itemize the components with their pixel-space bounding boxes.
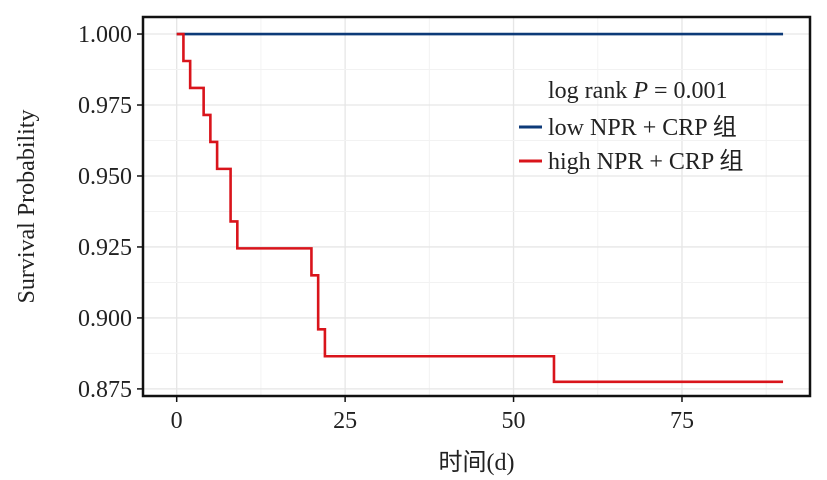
y-tick-label: 0.875 [78, 377, 132, 403]
legend-label-high: high NPR + CRP 组 [548, 148, 743, 175]
series-line-1 [176, 32, 784, 384]
x-tick-label: 75 [670, 408, 694, 434]
y-tick-label: 1.000 [78, 22, 132, 48]
plot-frame [141, 15, 812, 398]
y-axis-ticks: 0.875 0.900 0.925 0.950 0.975 1.000 [78, 22, 143, 403]
y-tick-label: 0.950 [78, 164, 132, 190]
annotation-p: P [632, 78, 648, 104]
x-tick-label: 0 [171, 408, 183, 434]
series-lines [176, 32, 784, 384]
y-tick-label: 0.925 [78, 235, 132, 261]
x-tick-label: 25 [333, 408, 357, 434]
y-tick-label: 0.975 [78, 93, 132, 119]
annotation-suffix: = 0.001 [648, 78, 728, 104]
y-axis-title: Survival Probability [14, 110, 40, 304]
grid-lines [143, 17, 810, 396]
legend-label-low: low NPR + CRP 组 [548, 114, 737, 141]
x-tick-label: 50 [502, 408, 526, 434]
x-axis-title: 时间(d) [439, 449, 515, 476]
log-rank-annotation: log rank P = 0.001 [548, 78, 728, 104]
legend: log rank P = 0.001 low NPR + CRP 组 high … [519, 78, 743, 175]
annotation-prefix: log rank [548, 78, 633, 104]
y-tick-label: 0.900 [78, 306, 132, 332]
x-axis-ticks: 0 25 50 75 [171, 396, 694, 434]
